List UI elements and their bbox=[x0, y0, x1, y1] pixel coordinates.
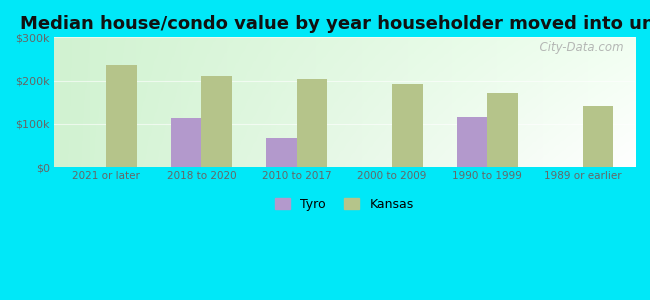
Bar bbox=[297, 79, 327, 167]
Bar bbox=[106, 65, 136, 167]
Title: Median house/condo value by year householder moved into unit: Median house/condo value by year househo… bbox=[20, 15, 650, 33]
Bar bbox=[392, 84, 422, 167]
Bar bbox=[582, 106, 613, 167]
Bar bbox=[297, 79, 327, 167]
Bar bbox=[488, 93, 518, 167]
Bar bbox=[106, 65, 136, 167]
Bar bbox=[457, 117, 488, 167]
Bar bbox=[202, 76, 232, 167]
Bar bbox=[266, 138, 297, 167]
Bar bbox=[392, 84, 422, 167]
Bar bbox=[202, 76, 232, 167]
Bar bbox=[457, 117, 488, 167]
Bar bbox=[488, 93, 518, 167]
Bar bbox=[171, 118, 202, 167]
Bar bbox=[171, 118, 202, 167]
Bar bbox=[266, 138, 297, 167]
Text: City-Data.com: City-Data.com bbox=[532, 41, 623, 54]
Bar bbox=[582, 106, 613, 167]
Legend: Tyro, Kansas: Tyro, Kansas bbox=[270, 193, 419, 215]
